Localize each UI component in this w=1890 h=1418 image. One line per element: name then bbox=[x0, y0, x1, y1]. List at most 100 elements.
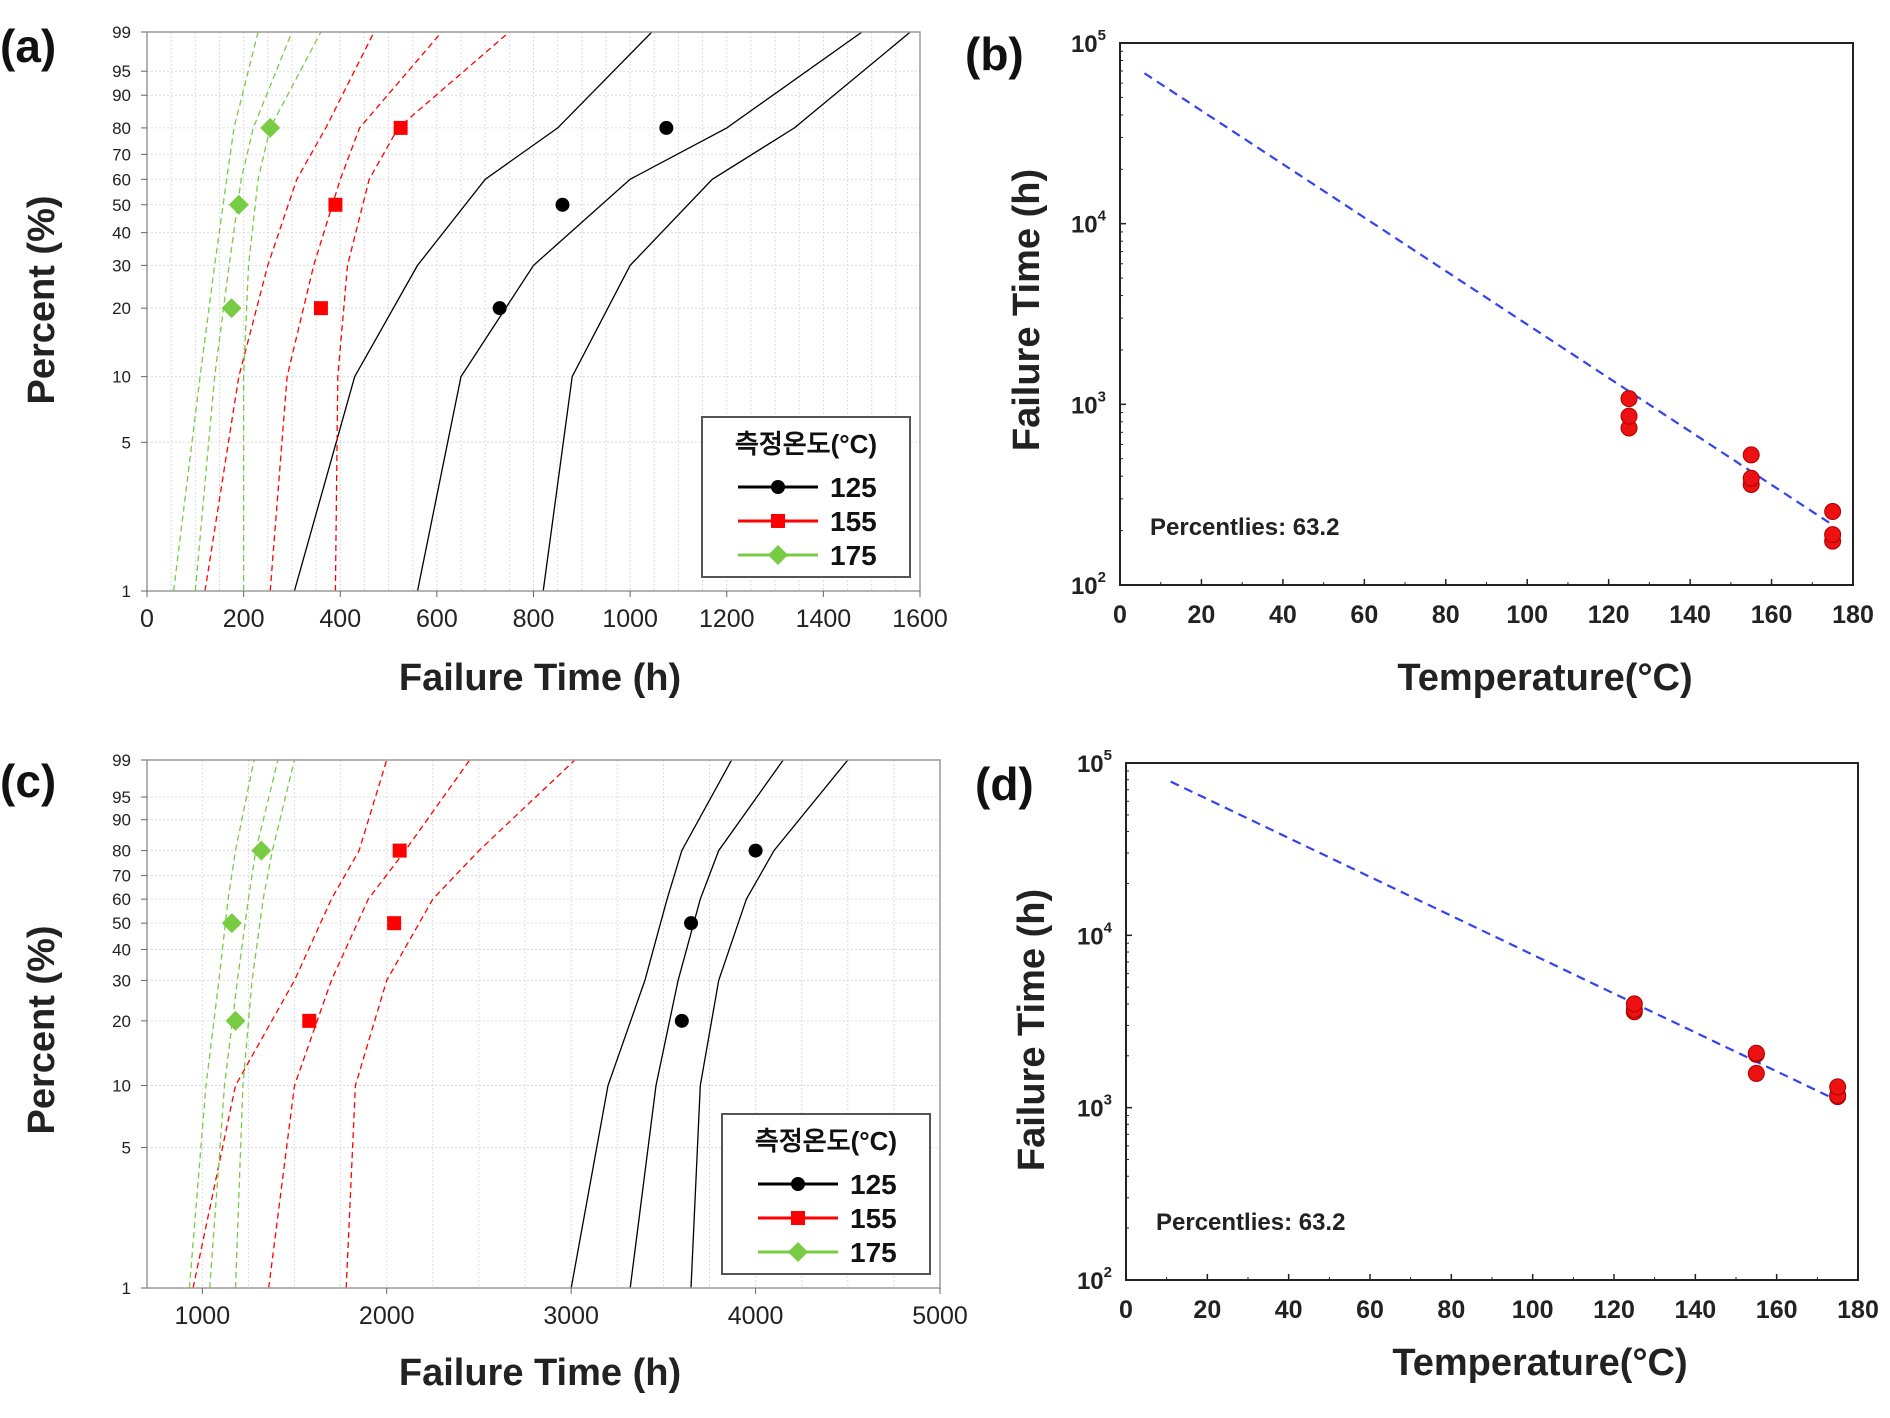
fit-line bbox=[1143, 72, 1834, 526]
confidence-bound-175-lower bbox=[172, 32, 259, 591]
data-point-175 bbox=[251, 840, 272, 861]
legend-swatch-marker bbox=[791, 1211, 805, 1225]
data-point-125 bbox=[492, 301, 507, 316]
x-tick-label: 100 bbox=[1512, 1296, 1554, 1324]
percentiles-annotation: Percentlies: 63.2 bbox=[1150, 514, 1339, 541]
x-tick-label: 20 bbox=[1188, 601, 1216, 629]
x-tick-label: 1400 bbox=[796, 605, 852, 633]
x-tick-label: 5000 bbox=[912, 1302, 968, 1330]
y-tick-label: 90 bbox=[112, 86, 131, 105]
confidence-bound-125-upper bbox=[542, 32, 911, 591]
legend-entry-label: 155 bbox=[850, 1203, 897, 1234]
y-tick-label: 40 bbox=[112, 224, 131, 243]
data-point-125 bbox=[748, 843, 763, 858]
plot-content bbox=[172, 32, 911, 591]
y-tick-label: 30 bbox=[112, 971, 131, 990]
data-point bbox=[1620, 407, 1638, 425]
panel-b: 0 20 40 60 80 100 120 140 160 180 102 103 104 105 Perc… bbox=[965, 27, 1874, 699]
x-tick-label: 120 bbox=[1588, 601, 1630, 629]
data-point-155 bbox=[328, 197, 343, 212]
x-tick-label: 1200 bbox=[699, 605, 755, 633]
y-tick-label: 95 bbox=[112, 788, 131, 807]
panel-c: 1000 2000 3000 4000 5000 1 5 10 20 30 40 50 60 70 80 90… bbox=[0, 751, 968, 1394]
x-tick-label: 40 bbox=[1275, 1296, 1303, 1324]
panel-label: (d) bbox=[975, 758, 1034, 810]
x-tick-label: 1000 bbox=[175, 1302, 231, 1330]
x-tick-label: 60 bbox=[1350, 601, 1378, 629]
fit-line-175 bbox=[194, 32, 293, 591]
x-tick-label: 0 bbox=[1113, 601, 1127, 629]
x-tick-label: 100 bbox=[1506, 601, 1548, 629]
fit-line-175 bbox=[209, 760, 279, 1288]
y-tick-label: 90 bbox=[112, 811, 131, 830]
legend-swatch-marker bbox=[771, 514, 785, 528]
y-tick-label: 99 bbox=[112, 751, 131, 770]
y-tick-label: 10 bbox=[112, 1077, 131, 1096]
panel-label: (b) bbox=[965, 28, 1024, 80]
y-tick-label: 99 bbox=[112, 23, 131, 42]
y-tick-label: 40 bbox=[112, 940, 131, 959]
fit-line-125 bbox=[416, 32, 863, 591]
x-tick-label: 140 bbox=[1674, 1296, 1716, 1324]
confidence-bound-175-upper bbox=[234, 760, 296, 1288]
plot-frame bbox=[146, 759, 941, 1289]
x-tick-label: 80 bbox=[1437, 1296, 1465, 1324]
legend-title: 측정온도(°C) bbox=[755, 1126, 897, 1156]
y-tick-label: 5 bbox=[122, 1139, 131, 1158]
x-tick-label: 160 bbox=[1751, 601, 1793, 629]
x-tick-label: 40 bbox=[1269, 601, 1297, 629]
y-axis-title: Percent (%) bbox=[21, 925, 63, 1134]
x-tick-label: 140 bbox=[1669, 601, 1711, 629]
data-point bbox=[1620, 390, 1638, 408]
confidence-bound-155-lower bbox=[192, 760, 388, 1288]
legend-entry-label: 125 bbox=[850, 1169, 897, 1200]
legend-entry-label: 175 bbox=[830, 540, 877, 571]
x-tick-label: 160 bbox=[1756, 1296, 1798, 1324]
y-tick-label: 10 bbox=[112, 368, 131, 387]
legend-entry-label: 155 bbox=[830, 506, 877, 537]
data-point-175 bbox=[225, 1010, 246, 1031]
y-axis-title: Failure Time (h) bbox=[1006, 169, 1048, 451]
y-tick-label: 104 bbox=[1077, 919, 1113, 950]
y-tick-label: 20 bbox=[112, 1012, 131, 1031]
data-point-175 bbox=[221, 913, 242, 934]
x-tick-label: 1000 bbox=[602, 605, 658, 633]
confidence-bound-175-upper bbox=[242, 32, 322, 591]
legend-entry-label: 175 bbox=[850, 1237, 897, 1268]
fit-line-125 bbox=[629, 760, 784, 1288]
data-point bbox=[1742, 469, 1760, 487]
x-tick-label: 400 bbox=[319, 605, 361, 633]
panel-a: 0 200 400 600 800 1000 1200 1400 1600 1 5 10 20 30 40 5… bbox=[0, 20, 948, 699]
x-tick-label: 180 bbox=[1837, 1296, 1879, 1324]
data-point bbox=[1625, 995, 1643, 1013]
y-tick-label: 103 bbox=[1071, 388, 1106, 419]
legend-swatch-marker bbox=[791, 1177, 805, 1191]
legend-title: 측정온도(°C) bbox=[735, 429, 877, 459]
x-axis-title: Failure Time (h) bbox=[399, 657, 681, 699]
data-point bbox=[1742, 446, 1760, 464]
legend-box bbox=[721, 1113, 931, 1275]
panel-label: (c) bbox=[0, 755, 56, 807]
panel-label: (a) bbox=[0, 20, 56, 72]
plot-content bbox=[188, 760, 849, 1288]
plot-area bbox=[1120, 43, 1853, 585]
y-tick-label: 102 bbox=[1077, 1264, 1112, 1295]
x-tick-label: 0 bbox=[1119, 1296, 1133, 1324]
y-tick-label: 70 bbox=[112, 867, 131, 886]
y-tick-label: 102 bbox=[1071, 569, 1106, 600]
y-axis-title: Percent (%) bbox=[21, 195, 63, 404]
y-tick-label: 60 bbox=[112, 890, 131, 909]
data-point bbox=[1824, 526, 1842, 544]
confidence-bound-155-lower bbox=[204, 32, 375, 591]
confidence-bound-125-lower bbox=[293, 32, 653, 591]
confidence-bound-125-lower bbox=[570, 760, 733, 1288]
x-tick-label: 20 bbox=[1193, 1296, 1221, 1324]
data-point-125 bbox=[659, 120, 674, 135]
data-point-155 bbox=[302, 1013, 317, 1028]
confidence-bound-155-upper bbox=[334, 32, 510, 591]
x-tick-label: 1600 bbox=[892, 605, 948, 633]
legend-box bbox=[701, 416, 911, 578]
